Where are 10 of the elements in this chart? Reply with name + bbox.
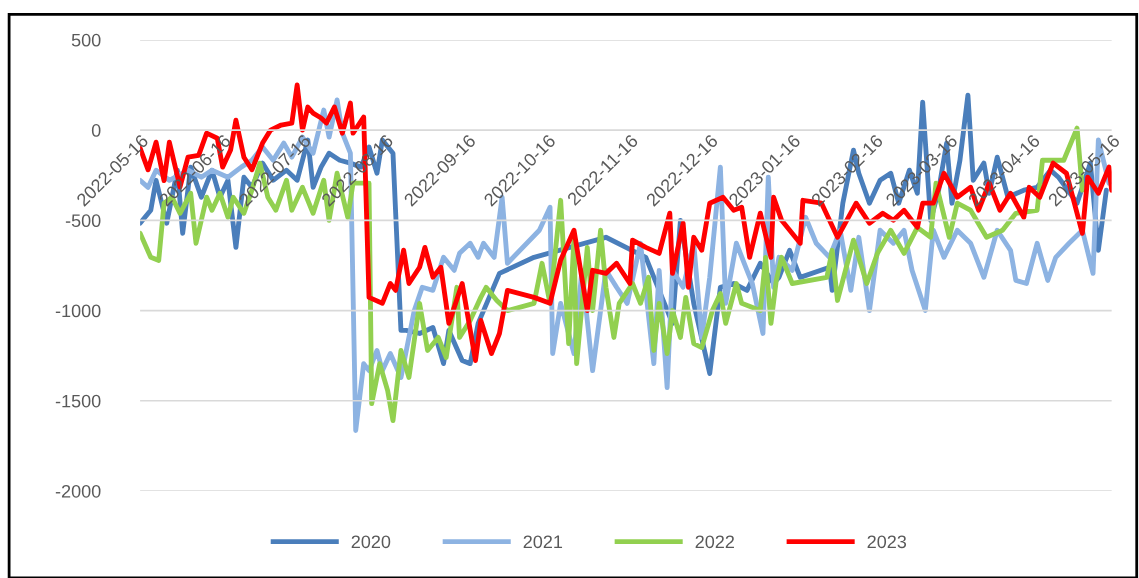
legend-label: 2023 (867, 535, 907, 549)
y-tick-label: -500 (65, 214, 101, 228)
y-tick-label: -2000 (55, 484, 101, 498)
y-tick-label: 500 (71, 33, 101, 47)
y-tick-label: -1000 (55, 304, 101, 318)
legend-label: 2020 (351, 535, 391, 549)
legend-label: 2022 (695, 535, 734, 549)
y-tick-label: -1500 (55, 394, 101, 408)
legend-label: 2021 (523, 535, 563, 549)
y-tick-label: 0 (91, 124, 101, 137)
